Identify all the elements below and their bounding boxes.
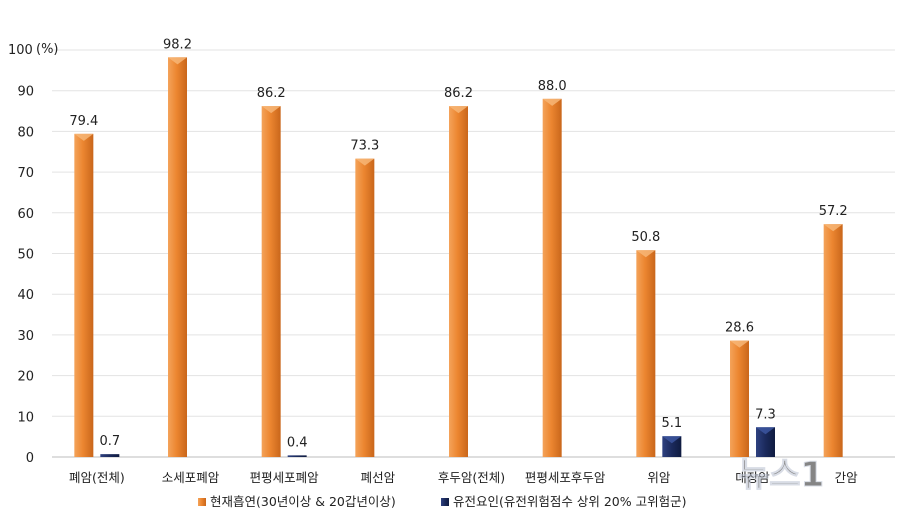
y-tick-label: 10 xyxy=(17,410,34,425)
y-tick-label: 40 xyxy=(17,288,34,303)
data-label-genetic: 5.1 xyxy=(661,416,682,431)
legend-label-genetic: 유전요인(유전위험점수 상위 20% 고위험군) xyxy=(453,494,686,509)
x-category-label: 폐선암 xyxy=(361,470,396,485)
data-label-genetic: 0.7 xyxy=(99,434,120,449)
data-label-smoking: 88.0 xyxy=(538,79,567,94)
bar-smoking xyxy=(823,224,843,457)
bar-smoking-cap xyxy=(636,250,656,258)
bar-genetic-cap xyxy=(662,436,682,444)
data-label-smoking: 86.2 xyxy=(444,86,473,101)
x-category-label: 대장암 xyxy=(735,470,770,485)
y-tick-label: 80 xyxy=(17,125,34,140)
bar-smoking-cap xyxy=(823,224,843,232)
data-label-smoking: 79.4 xyxy=(69,114,98,129)
bar-smoking xyxy=(74,133,94,458)
x-category-label: 소세포폐암 xyxy=(162,470,220,485)
bar-smoking xyxy=(730,340,749,457)
bar-genetic xyxy=(756,427,775,457)
data-labels: 79.4 0.7 98.2 86.2 0.4 73.3 86.2 88.0 50.8 5.1 28.… xyxy=(69,37,847,450)
y-tick-label: 0 xyxy=(26,451,34,466)
x-category-label: 편평세포폐암 xyxy=(250,470,320,485)
x-axis-categories: 폐암(전체) 소세포폐암 편평세포폐암 폐선암 후두암(전체) 편평세포후두암 위암 대장암 간… xyxy=(69,470,858,485)
bar-smoking-cap xyxy=(355,158,375,166)
data-label-smoking: 57.2 xyxy=(819,204,848,219)
bars xyxy=(74,57,843,458)
data-label-smoking: 98.2 xyxy=(163,37,192,52)
bar-smoking-cap xyxy=(168,57,187,65)
legend-swatch-smoking xyxy=(198,498,206,506)
y-tick-label: 70 xyxy=(17,166,34,181)
data-label-smoking: 86.2 xyxy=(257,86,286,101)
y-axis-unit-label: (%) xyxy=(36,42,59,57)
x-category-label: 위암 xyxy=(647,470,671,485)
data-label-smoking: 73.3 xyxy=(350,139,379,154)
bar-genetic xyxy=(287,455,307,457)
x-category-label: 간암 xyxy=(835,470,859,485)
legend: 현재흡연(30년이상 & 20갑년이상) 유전요인(유전위험점수 상위 20% 고… xyxy=(198,494,686,509)
y-axis-ticks: 0 10 20 30 40 50 60 70 80 90 100 xyxy=(8,43,34,466)
y-tick-label: 60 xyxy=(17,207,34,222)
bar-smoking xyxy=(355,158,375,457)
bar-smoking xyxy=(636,250,656,457)
bar-genetic xyxy=(662,436,682,457)
y-tick-label: 100 xyxy=(8,43,33,58)
y-tick-label: 30 xyxy=(17,329,34,344)
x-category-label: 후두암(전체) xyxy=(438,470,505,485)
legend-label-smoking: 현재흡연(30년이상 & 20갑년이상) xyxy=(210,494,396,509)
news-watermark-logo: 뉴스1 xyxy=(738,455,825,496)
y-tick-label: 20 xyxy=(17,370,34,385)
gridlines xyxy=(52,49,895,458)
bar-smoking xyxy=(449,106,468,457)
bar-smoking xyxy=(542,98,562,457)
data-label-smoking: 50.8 xyxy=(631,230,660,245)
data-label-genetic: 0.4 xyxy=(287,435,308,450)
bar-smoking-cap xyxy=(74,133,94,141)
bar-smoking-cap xyxy=(542,98,562,106)
y-tick-label: 90 xyxy=(17,85,34,100)
bar-smoking xyxy=(261,106,281,457)
x-category-label: 폐암(전체) xyxy=(69,470,125,485)
watermark-text: 뉴스1 xyxy=(738,455,824,495)
x-category-label: 편평세포후두암 xyxy=(525,470,606,485)
bar-smoking-cap xyxy=(449,106,468,114)
data-label-smoking: 28.6 xyxy=(725,321,754,336)
legend-swatch-genetic xyxy=(441,498,449,506)
y-tick-label: 50 xyxy=(17,248,34,263)
bar-genetic-cap xyxy=(756,427,775,435)
bar-smoking xyxy=(168,57,187,458)
data-label-genetic: 7.3 xyxy=(755,407,776,422)
bar-genetic xyxy=(100,454,120,457)
bar-smoking-cap xyxy=(261,106,281,114)
bar-smoking-cap xyxy=(730,340,749,348)
